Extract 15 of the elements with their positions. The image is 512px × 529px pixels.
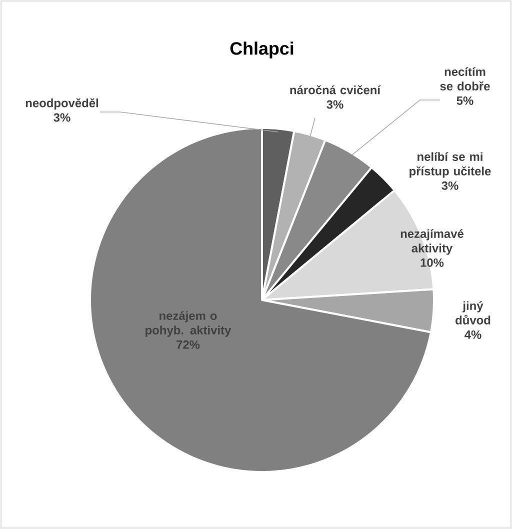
slice-label: necítím se dobře <box>440 67 490 90</box>
data-label: 3% <box>442 181 458 190</box>
slice-label: nezajímavé aktivity <box>400 229 464 255</box>
slice-label: náročná cvičení <box>290 85 381 94</box>
slice-label: neodpověděl <box>26 98 98 110</box>
data-label: 3% <box>326 100 344 109</box>
data-label: 5% <box>456 96 474 105</box>
data-label: 3% <box>54 113 70 122</box>
slice-label: nezájem o pohyb. aktivity <box>146 311 232 337</box>
data-label: 4% <box>464 330 482 339</box>
slice-label: jiný důvod <box>456 301 490 324</box>
slice-label: nelíbí se mi přístup učitele <box>410 152 491 178</box>
data-label: 72% <box>176 340 200 349</box>
chart-title: Chlapci <box>230 42 294 58</box>
data-label: 10% <box>420 258 444 267</box>
